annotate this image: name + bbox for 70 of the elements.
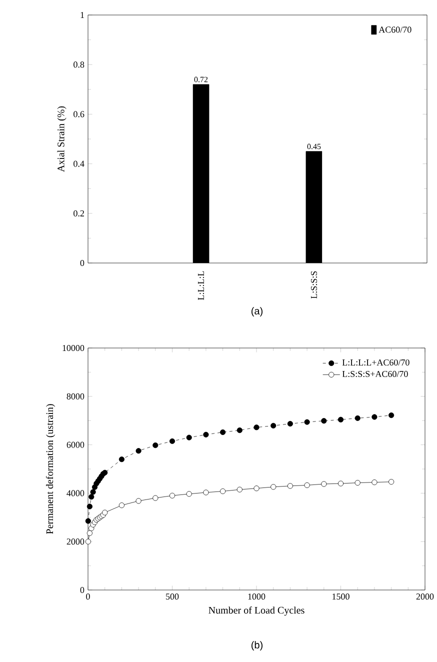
text: (a): [252, 307, 262, 316]
point: [118, 502, 124, 508]
y-axis-title: Axial Strain (%): [57, 106, 66, 172]
y-tick-label: 4000: [66, 490, 84, 496]
point: [186, 434, 192, 440]
point: [287, 420, 294, 427]
point: [254, 486, 260, 492]
y-tick-label: 0.6: [74, 111, 84, 118]
point: [388, 412, 394, 418]
point: [338, 480, 344, 486]
x-tick-label: 2000: [416, 594, 434, 600]
point: [236, 427, 242, 434]
point: [354, 480, 360, 486]
point: [372, 480, 378, 486]
x-tick-label: L:L:L:L: [198, 271, 204, 300]
point: [304, 419, 310, 425]
y-tick-label: 0: [80, 586, 84, 594]
point: [102, 510, 108, 516]
legend-label: L:S:S:S+AC60/70: [342, 370, 408, 378]
y-axis-title: Permanent deformation (ustrain): [46, 404, 56, 534]
point: [203, 432, 209, 438]
point: [321, 481, 327, 487]
x-tick-label: L:S:S:S: [310, 271, 318, 299]
point: [86, 504, 92, 510]
point: [254, 424, 260, 430]
point: [304, 482, 310, 488]
point: [152, 442, 158, 448]
text: (b): [252, 641, 262, 650]
point: [270, 422, 276, 428]
x-tick-label: 500: [166, 594, 179, 600]
point: [136, 448, 142, 454]
y-tick-label: 0.4: [74, 160, 84, 167]
point: [86, 530, 92, 536]
point: [338, 416, 344, 422]
y-tick-label: 10000: [62, 344, 84, 352]
point: [203, 490, 209, 496]
y-tick-label: 2000: [66, 538, 84, 545]
y-tick-label: 0: [80, 260, 84, 266]
point: [388, 479, 394, 485]
y-tick-label: 0.2: [74, 210, 84, 216]
point: [186, 491, 192, 497]
x-tick-label: 0: [86, 594, 90, 600]
point: [85, 538, 91, 544]
y-tick-label: 8000: [66, 393, 84, 400]
point: [88, 494, 94, 500]
point: [85, 518, 91, 524]
point: [321, 418, 327, 424]
data-label: 0.45: [307, 144, 321, 150]
point: [220, 488, 226, 494]
point: [270, 484, 276, 490]
point: [152, 495, 158, 501]
point: [118, 456, 124, 462]
x-tick-label: 1000: [248, 594, 266, 600]
legend-label: AC60/70: [378, 26, 412, 33]
legend-label: L:L:L:L+AC60/70: [342, 359, 410, 366]
y-tick-label: 0.8: [74, 62, 84, 68]
y-tick-label: 1: [80, 12, 84, 18]
point: [169, 492, 176, 498]
point: [169, 438, 176, 444]
point: [354, 415, 360, 421]
point: [372, 414, 378, 420]
y-tick-label: 6000: [66, 442, 84, 448]
data-label: 0.72: [194, 76, 208, 82]
point: [236, 486, 242, 492]
x-tick-label: 1500: [332, 594, 350, 600]
point: [136, 498, 142, 504]
point: [287, 483, 294, 489]
point: [90, 489, 96, 495]
point: [220, 429, 226, 436]
x-axis-title: Number of Load Cycles: [208, 606, 304, 616]
